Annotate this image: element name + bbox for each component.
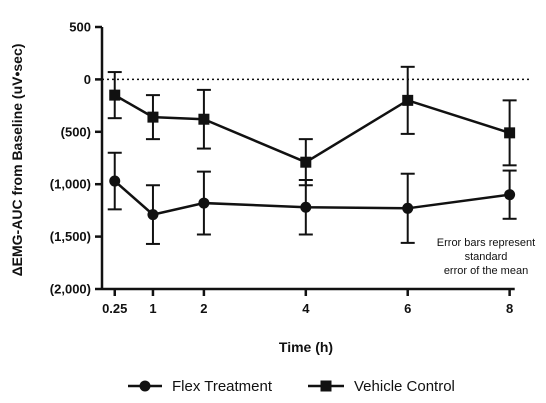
- x-tick-label: 8: [506, 301, 513, 316]
- y-tick-label: (500): [61, 124, 91, 139]
- data-point: [147, 111, 159, 123]
- series-line: [113, 180, 510, 216]
- note-line-2: standard: [465, 251, 508, 263]
- data-point: [109, 175, 121, 187]
- x-tick-label: 6: [404, 301, 411, 316]
- x-tick-label: 2: [200, 301, 207, 316]
- data-point: [504, 189, 516, 201]
- y-axis: 500 0 (500) (1,000) (1,500) (2,000): [50, 20, 104, 297]
- data-point: [300, 156, 312, 168]
- legend-label-vehicle: Vehicle Control: [354, 378, 455, 395]
- legend-item-flex-treatment: Flex Treatment: [128, 378, 273, 395]
- y-tick-label: (1,000): [50, 177, 91, 192]
- series-line: [114, 94, 510, 164]
- y-tick-label: 500: [69, 20, 91, 35]
- legend-label-flex: Flex Treatment: [172, 378, 273, 395]
- series-flex-treatment: [107, 151, 517, 245]
- data-point: [402, 94, 414, 106]
- x-axis: 0.25 1 2 4 6 8: [102, 287, 515, 316]
- x-tick-label: 4: [302, 301, 310, 316]
- x-axis-title: Time (h): [279, 339, 333, 355]
- data-point: [300, 201, 312, 213]
- data-point: [198, 113, 210, 125]
- error-bar-note: Error bars represent standard error of t…: [437, 237, 535, 277]
- y-tick-label: (2,000): [50, 282, 91, 297]
- data-point: [198, 197, 210, 209]
- legend-marker-circle: [139, 380, 151, 392]
- note-line-3: error of the mean: [444, 265, 528, 277]
- legend-item-vehicle-control: Vehicle Control: [308, 378, 455, 395]
- data-point: [109, 89, 121, 101]
- note-line-1: Error bars represent: [437, 237, 535, 249]
- series-layer: [107, 65, 517, 245]
- y-tick-label: 0: [84, 72, 91, 87]
- y-tick-label: (1,500): [50, 229, 91, 244]
- data-point: [504, 127, 516, 139]
- legend: Flex Treatment Vehicle Control: [128, 378, 455, 395]
- data-point: [402, 202, 414, 214]
- y-axis-title: ΔEMG-AUC from Baseline (uV•sec): [9, 44, 25, 277]
- series-vehicle-control: [107, 65, 517, 187]
- x-tick-label: 1: [149, 301, 156, 316]
- data-point: [147, 209, 159, 221]
- x-tick-label: 0.25: [102, 301, 127, 316]
- legend-marker-square: [320, 380, 332, 392]
